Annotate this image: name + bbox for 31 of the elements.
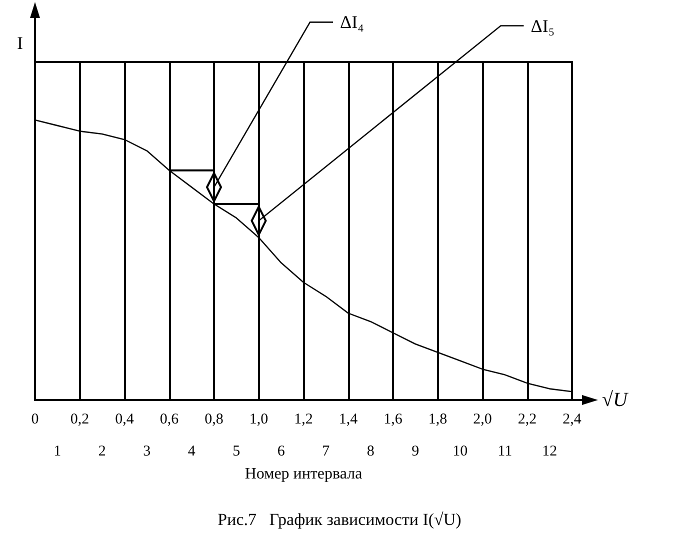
x-tick-label: 0 — [31, 412, 39, 428]
x-tick-label: 2,4 — [562, 412, 582, 428]
x-tick-label: 0,2 — [70, 412, 90, 428]
x-axis-title: √U — [602, 389, 629, 411]
x2-tick-label: 2 — [98, 444, 106, 460]
annotation: ΔI₅ — [530, 16, 555, 36]
x2-tick-label: 8 — [366, 444, 374, 460]
x2-axis-title: Номер интервала — [244, 466, 362, 482]
x-tick-label: 1,8 — [428, 412, 448, 428]
x2-tick-label: 12 — [542, 444, 558, 460]
x2-tick-label: 11 — [498, 444, 512, 460]
text: Рис.7 График зависимости I(√U) — [218, 510, 462, 529]
x-tick-label: 0,8 — [204, 412, 224, 428]
x-tick-label: 2,2 — [518, 412, 537, 428]
x-tick-label: 2,0 — [473, 412, 492, 428]
annotation: ΔI₄ — [340, 12, 364, 32]
x2-tick-label: 3 — [143, 444, 151, 460]
x-tick-label: 0,6 — [160, 412, 180, 428]
x2-tick-label: 7 — [322, 444, 330, 460]
x-tick-label: 1,6 — [384, 412, 403, 428]
x2-tick-label: 4 — [188, 444, 196, 460]
x2-tick-label: 9 — [412, 444, 420, 460]
x2-tick-label: 1 — [54, 444, 62, 460]
x2-tick-label: 5 — [232, 444, 240, 460]
x-tick-label: 0,4 — [115, 412, 134, 428]
x-tick-label: 1,2 — [294, 412, 313, 428]
x-tick-label: 1,4 — [338, 412, 358, 428]
y-axis-title: I — [17, 33, 23, 53]
x2-tick-label: 6 — [277, 444, 286, 460]
x2-tick-label: 10 — [452, 444, 468, 460]
x-tick-label: 1,0 — [249, 412, 268, 428]
